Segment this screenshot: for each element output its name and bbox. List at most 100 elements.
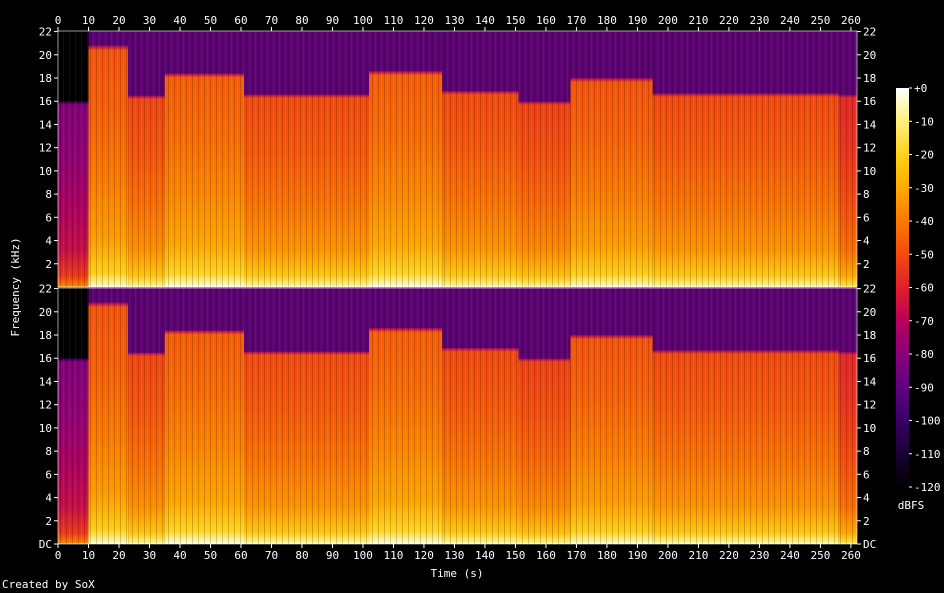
- x-tick-bottom-23: 230: [749, 549, 769, 562]
- x-tick-top-17: 170: [566, 14, 586, 27]
- x-tick-bottom-11: 110: [384, 549, 404, 562]
- colorbar-tick-0: +0: [914, 82, 927, 95]
- x-tick-top-24: 240: [780, 14, 800, 27]
- x-tick-top-23: 230: [749, 14, 769, 27]
- y-tick-right-2-8: 16: [863, 352, 876, 365]
- x-tick-bottom-9: 90: [326, 549, 339, 562]
- x-tick-top-5: 50: [204, 14, 217, 27]
- y-tick-right-1-2: 6: [863, 211, 870, 224]
- y-tick-right-2-1: 2: [863, 515, 870, 528]
- x-tick-bottom-18: 180: [597, 549, 617, 562]
- x-tick-bottom-13: 130: [445, 549, 465, 562]
- y-tick-right-1-7: 16: [863, 95, 876, 108]
- x-tick-top-11: 110: [384, 14, 404, 27]
- x-tick-top-8: 80: [295, 14, 308, 27]
- x-tick-bottom-12: 120: [414, 549, 434, 562]
- x-tick-bottom-15: 150: [506, 549, 526, 562]
- x-tick-top-26: 260: [841, 14, 861, 27]
- y-tick-left-2-2: 4: [45, 492, 52, 505]
- x-tick-bottom-14: 140: [475, 549, 495, 562]
- y-tick-left-2-0: DC: [39, 538, 52, 551]
- y-tick-right-1-6: 14: [863, 118, 877, 131]
- x-tick-top-21: 210: [688, 14, 708, 27]
- x-tick-bottom-19: 190: [627, 549, 647, 562]
- x-tick-top-19: 190: [627, 14, 647, 27]
- x-tick-top-10: 100: [353, 14, 373, 27]
- x-tick-top-4: 40: [173, 14, 186, 27]
- y-tick-left-2-8: 16: [39, 352, 52, 365]
- y-tick-left-1-10: 22: [39, 26, 52, 39]
- x-tick-bottom-2: 20: [112, 549, 125, 562]
- y-axis-label: Frequency (kHz): [9, 237, 22, 336]
- colorbar-scale: [896, 88, 909, 487]
- x-tick-bottom-22: 220: [719, 549, 739, 562]
- x-tick-top-22: 220: [719, 14, 739, 27]
- x-tick-top-2: 20: [112, 14, 125, 27]
- x-tick-bottom-10: 100: [353, 549, 373, 562]
- y-tick-left-1-6: 14: [39, 118, 53, 131]
- y-tick-right-2-9: 18: [863, 329, 876, 342]
- x-tick-top-18: 180: [597, 14, 617, 27]
- x-tick-bottom-20: 200: [658, 549, 678, 562]
- y-tick-right-2-4: 8: [863, 445, 870, 458]
- x-tick-bottom-0: 0: [55, 549, 62, 562]
- y-tick-right-1-0: 2: [863, 258, 870, 271]
- x-tick-bottom-8: 80: [295, 549, 308, 562]
- x-tick-bottom-16: 160: [536, 549, 556, 562]
- x-tick-top-3: 30: [143, 14, 156, 27]
- y-tick-left-1-3: 8: [45, 188, 52, 201]
- y-tick-right-1-4: 10: [863, 165, 876, 178]
- y-tick-left-2-4: 8: [45, 445, 52, 458]
- y-tick-right-1-1: 4: [863, 235, 870, 248]
- x-tick-bottom-3: 30: [143, 549, 156, 562]
- y-tick-left-2-6: 12: [39, 399, 52, 412]
- x-tick-top-0: 0: [55, 14, 62, 27]
- x-tick-bottom-7: 70: [265, 549, 278, 562]
- channel-1-spectrogram: [58, 31, 857, 288]
- colorbar-label: dBFS: [898, 499, 925, 512]
- y-tick-right-1-3: 8: [863, 188, 870, 201]
- x-tick-top-25: 250: [810, 14, 830, 27]
- y-tick-right-2-11: 22: [863, 283, 876, 296]
- colorbar-tick-11: -110: [914, 448, 941, 461]
- colorbar-tick-9: -90: [914, 381, 934, 394]
- y-tick-left-2-3: 6: [45, 468, 52, 481]
- y-tick-left-2-1: 2: [45, 515, 52, 528]
- credit-text: Created by SoX: [2, 578, 95, 591]
- y-tick-left-1-2: 6: [45, 211, 52, 224]
- x-tick-top-12: 120: [414, 14, 434, 27]
- y-tick-left-1-7: 16: [39, 95, 52, 108]
- x-tick-top-7: 70: [265, 14, 278, 27]
- x-tick-bottom-25: 250: [810, 549, 830, 562]
- y-tick-right-2-3: 6: [863, 468, 870, 481]
- y-tick-left-2-9: 18: [39, 329, 52, 342]
- colorbar-tick-6: -60: [914, 282, 934, 295]
- colorbar-tick-3: -30: [914, 182, 934, 195]
- channel-2-spectrogram: [58, 288, 857, 544]
- x-tick-top-13: 130: [445, 14, 465, 27]
- colorbar-tick-1: -10: [914, 115, 934, 128]
- colorbar-tick-5: -50: [914, 248, 934, 261]
- colorbar-tick-2: -20: [914, 149, 934, 162]
- x-tick-top-9: 90: [326, 14, 339, 27]
- y-tick-left-2-5: 10: [39, 422, 52, 435]
- y-tick-left-1-1: 4: [45, 235, 52, 248]
- colorbar-tick-10: -100: [914, 415, 941, 428]
- x-tick-top-1: 10: [82, 14, 95, 27]
- x-tick-bottom-1: 10: [82, 549, 95, 562]
- y-tick-left-2-11: 22: [39, 283, 52, 296]
- colorbar-tick-8: -80: [914, 348, 934, 361]
- x-tick-bottom-26: 260: [841, 549, 861, 562]
- y-tick-left-1-9: 20: [39, 49, 52, 62]
- y-tick-right-1-8: 18: [863, 72, 876, 85]
- y-tick-right-2-2: 4: [863, 492, 870, 505]
- x-tick-bottom-4: 40: [173, 549, 186, 562]
- x-tick-bottom-21: 210: [688, 549, 708, 562]
- y-tick-right-2-5: 10: [863, 422, 876, 435]
- y-tick-left-2-10: 20: [39, 306, 52, 319]
- x-tick-top-15: 150: [506, 14, 526, 27]
- x-axis-label: Time (s): [431, 567, 484, 580]
- x-tick-bottom-24: 240: [780, 549, 800, 562]
- y-tick-right-2-7: 14: [863, 375, 877, 388]
